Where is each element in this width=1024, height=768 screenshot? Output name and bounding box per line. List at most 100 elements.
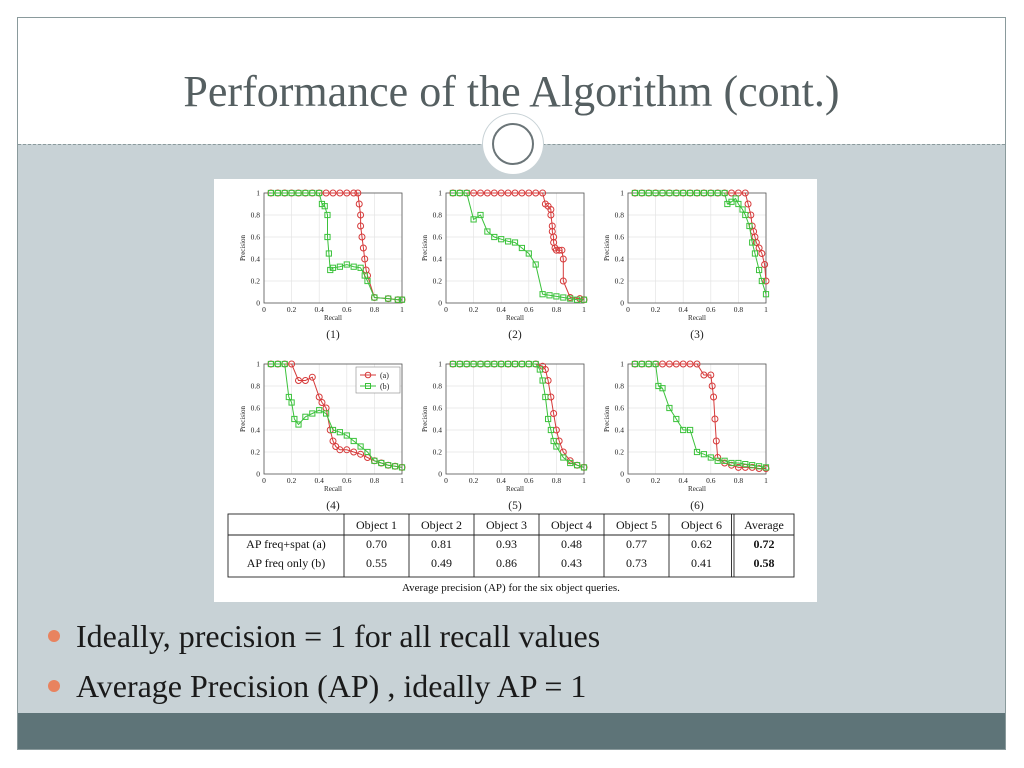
x-tick-label: 0.6 — [342, 305, 352, 314]
data-point-a — [504, 189, 512, 197]
slide: Performance of the Algorithm (cont.) 0 0.… — [17, 17, 1006, 750]
x-tick-label: 0.6 — [524, 476, 534, 485]
data-point-a — [693, 360, 701, 368]
table-caption: Average precision (AP) for the six objec… — [402, 582, 620, 594]
x-tick-label: 0.2 — [469, 305, 479, 314]
y-tick-label: 0.2 — [251, 448, 261, 457]
data-point-b — [518, 244, 525, 252]
data-point-a — [355, 200, 363, 208]
y-tick-label: 1 — [620, 360, 624, 369]
data-point-a — [734, 463, 742, 471]
pr-chart: 0 0.2 0.4 0.6 0.8 1 0 0.2 0.4 0.6 0.8 1 Recall Precis… — [421, 360, 588, 512]
data-point-a — [497, 189, 505, 197]
data-point-b — [749, 462, 756, 469]
y-tick-label: 0 — [620, 299, 624, 308]
y-tick-label: 0.2 — [615, 277, 625, 286]
data-point-b — [309, 410, 316, 417]
data-point-b — [666, 189, 673, 197]
data-point-b — [316, 189, 323, 197]
y-tick-label: 0.4 — [251, 255, 261, 264]
x-tick-label: 0.4 — [679, 305, 689, 314]
pr-chart: 0 0.2 0.4 0.6 0.8 1 0 0.2 0.4 0.6 0.8 1 Recall Precis… — [603, 360, 770, 512]
data-point-a — [672, 360, 680, 368]
y-axis-label: Precision — [239, 234, 247, 261]
data-point-a — [359, 244, 367, 252]
data-point-a — [336, 446, 344, 454]
data-point-a — [758, 250, 766, 257]
data-point-b — [470, 360, 477, 368]
x-tick-label: 1 — [582, 305, 586, 314]
data-point-b — [742, 211, 749, 219]
data-point-b — [288, 189, 295, 197]
data-point-b — [707, 189, 714, 197]
data-point-a — [361, 255, 369, 263]
data-point-b — [295, 189, 302, 197]
data-point-b — [378, 459, 385, 467]
data-point-a — [665, 360, 673, 368]
series-line-b — [634, 192, 767, 295]
data-point-b — [756, 266, 763, 274]
series-line-a — [270, 192, 402, 301]
table-cell: 0.49 — [431, 556, 452, 570]
plot-frame — [263, 192, 403, 304]
y-tick-label: 0.8 — [615, 211, 625, 220]
chart-caption: (3) — [690, 329, 704, 341]
data-point-b — [700, 189, 707, 197]
data-point-b — [546, 292, 553, 299]
table-header-cell: Object 6 — [681, 518, 722, 532]
data-point-b — [357, 443, 364, 450]
data-point-b — [735, 200, 742, 208]
data-point-b — [316, 407, 323, 414]
x-tick-label: 0.6 — [342, 476, 352, 485]
data-point-b — [267, 360, 274, 368]
bullet-item: Average Precision (AP) , ideally AP = 1 — [48, 668, 600, 718]
data-point-b — [324, 233, 331, 241]
data-point-a — [518, 189, 526, 197]
table-cell: 0.58 — [754, 556, 775, 570]
data-point-a — [755, 244, 763, 252]
y-tick-label: 0.6 — [615, 404, 625, 413]
plot-frame — [627, 363, 767, 475]
data-point-b — [680, 189, 687, 197]
data-point-a — [539, 189, 547, 197]
data-point-a — [288, 360, 296, 368]
data-point-a — [762, 277, 770, 285]
data-point-a — [744, 200, 752, 208]
data-point-b — [756, 463, 763, 470]
chart-caption: (6) — [690, 500, 704, 512]
data-point-a — [322, 189, 330, 197]
data-point-a — [511, 189, 519, 197]
y-tick-label: 0.4 — [251, 426, 261, 435]
data-point-b — [498, 360, 505, 368]
x-tick-label: 0 — [262, 476, 266, 485]
data-point-a — [329, 437, 337, 445]
data-point-a — [301, 377, 309, 384]
data-point-b — [631, 360, 638, 368]
y-tick-label: 0.6 — [433, 233, 443, 242]
table-cell: 0.81 — [431, 537, 452, 551]
table-cell: 0.77 — [626, 537, 647, 551]
data-point-b — [762, 464, 770, 471]
y-tick-label: 0.8 — [433, 382, 443, 391]
table-cell: AP freq+spat (a) — [246, 537, 326, 551]
table-cell: 0.48 — [561, 537, 582, 551]
ring-inner — [492, 123, 534, 165]
x-tick-label: 0.4 — [497, 476, 507, 485]
x-tick-label: 0.6 — [706, 476, 716, 485]
data-point-b — [751, 250, 759, 257]
data-point-a — [728, 189, 735, 197]
x-tick-label: 1 — [764, 305, 768, 314]
data-point-a — [470, 189, 478, 197]
x-axis-label: Recall — [324, 485, 342, 493]
x-axis-label: Recall — [506, 314, 524, 322]
data-point-b — [470, 216, 477, 223]
data-point-b — [693, 189, 701, 197]
data-point-b — [687, 189, 694, 197]
y-tick-label: 0.4 — [433, 426, 443, 435]
legend-marker-b — [365, 383, 371, 389]
data-point-b — [392, 463, 399, 470]
data-point-b — [560, 454, 567, 461]
data-point-a — [357, 211, 365, 219]
data-point-b — [385, 295, 392, 302]
data-point-b — [567, 295, 574, 302]
